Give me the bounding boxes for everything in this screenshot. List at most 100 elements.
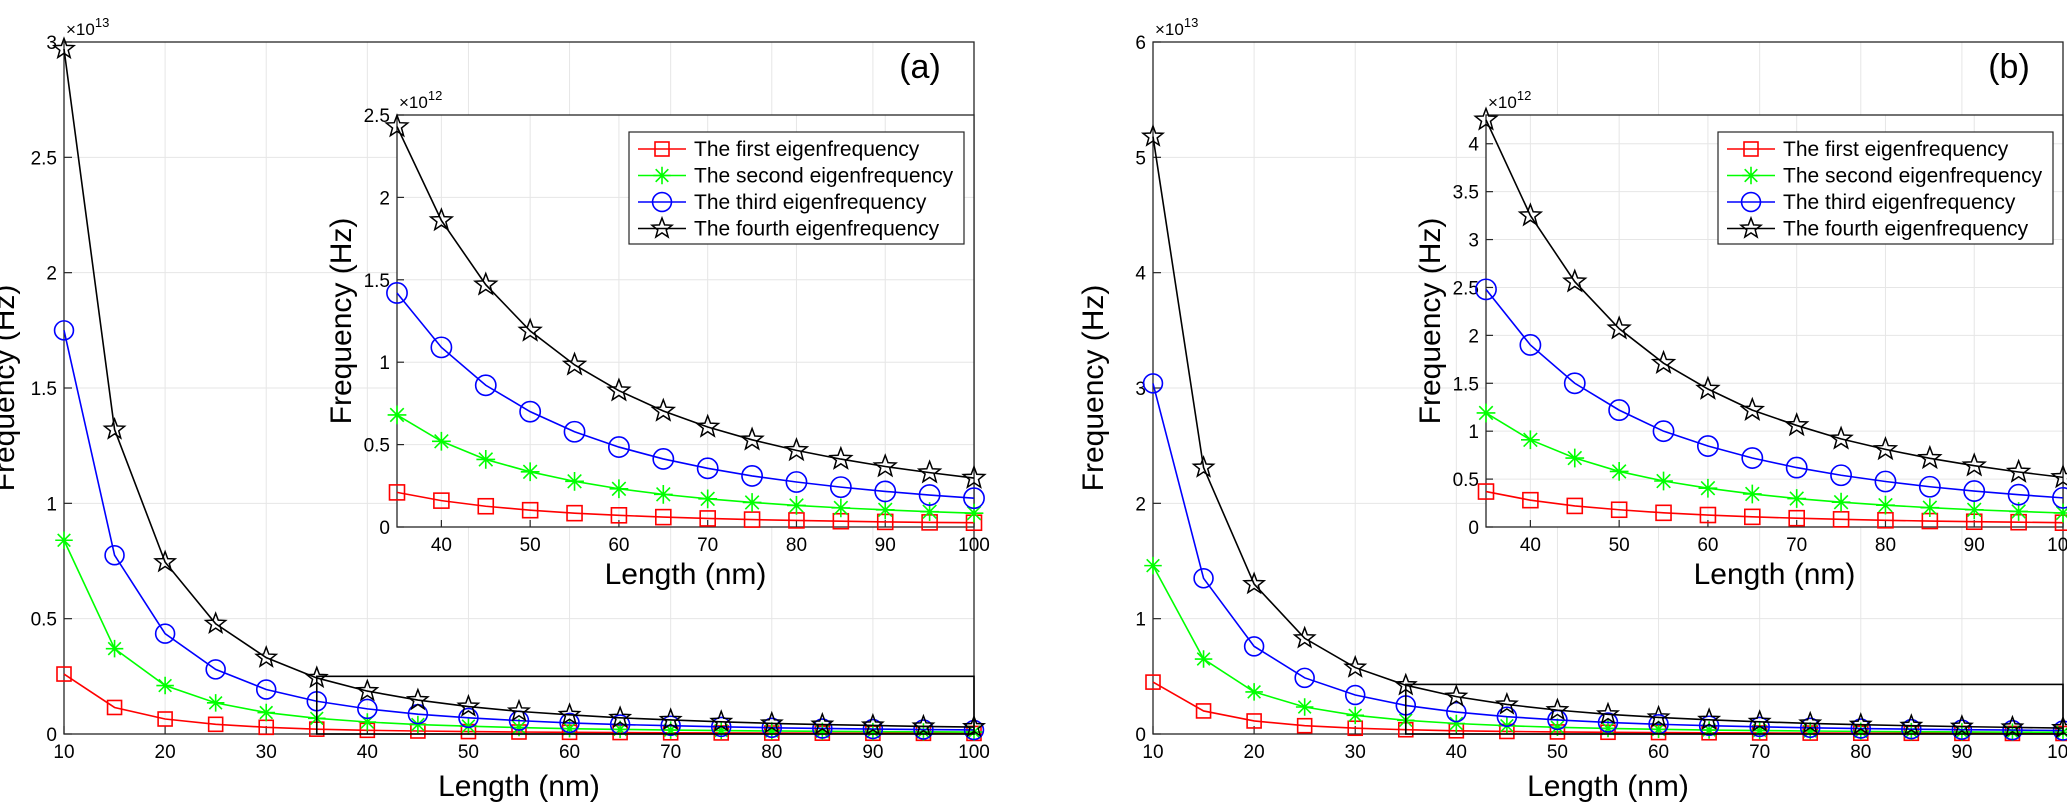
legend-label: The second eigenfrequency [694,165,954,188]
y-tick-label: 1 [1135,610,1146,631]
inset-data-point [606,377,632,402]
legend-box [628,131,965,245]
data-point [206,694,225,712]
inset-y-tick-label: 1 [1468,422,1479,443]
y-axis-label: Frequency (Hz) [0,285,21,492]
inset-x-tick-label: 60 [1697,535,1718,556]
inset-data-point [739,426,765,451]
inset-data-point [1475,278,1497,301]
inset-data-point [1963,480,1986,502]
legend-label: The first eigenfrequency [1783,138,2009,161]
inset-axes-frame [396,114,975,528]
data-point [1902,722,1921,741]
data-point [763,722,781,740]
data-point [104,544,125,566]
data-point [1949,713,1974,737]
data-point [813,722,832,741]
inset-data-point [828,445,854,470]
data-point [1496,706,1518,727]
series-line-3 [1152,383,2064,732]
data-point [709,709,734,733]
inset-data-point [1872,435,1899,461]
data-point [608,705,633,729]
series-3 [53,320,985,741]
x-tick-label: 20 [1244,742,1265,763]
inset-data-point [741,464,764,487]
inset-y-tick-label: 0 [379,518,390,539]
inset-data-point [655,508,672,526]
series-4 [51,36,987,738]
inset-data-point [2053,503,2067,523]
inset-series-1 [1477,483,2067,531]
data-point [1245,683,1263,701]
data-point [105,639,124,658]
data-point [358,713,377,731]
data-point [712,721,730,740]
inset-axes-frame [1485,114,2064,528]
inset-data-point [1654,471,1673,491]
data-point [1346,706,1364,725]
data-point [1646,704,1671,728]
inset-data-point [743,511,761,528]
inset-data-point [2007,483,2030,506]
inset-data-point [1473,106,1499,131]
inset-data-point [1652,420,1675,443]
data-point [1850,718,1872,739]
y-tick-label: 0 [46,725,57,746]
data-point [810,711,835,735]
y-tick-label: 3 [1135,379,1146,400]
data-point [1798,710,1823,734]
x-axis-label: Length (nm) [438,770,600,803]
data-point [205,659,226,680]
legend-label: The first eigenfrequency [694,138,920,161]
inset-data-point [2050,463,2067,489]
data-point [458,707,479,729]
inset-data-point [388,484,406,501]
data-point [1494,691,1519,715]
inset-data-point [1566,497,1584,515]
inset-series-2 [387,405,984,523]
inset-data-point [387,405,407,425]
data-point [1193,568,1214,589]
legend-box [1717,131,2054,245]
inset-y-tick-label: 3.5 [1453,183,1479,204]
inset-data-point [607,436,630,458]
data-point [55,531,73,549]
data-point [1344,684,1366,706]
data-point [53,320,75,341]
inset-x-tick-label: 80 [1875,535,1896,556]
y-exponent-power: 13 [95,15,109,30]
x-tick-label: 90 [1951,742,1972,763]
inset-data-point [428,207,455,232]
inset-y-tick-label: 3 [1468,231,1479,252]
data-point [1749,716,1770,738]
data-point [257,703,275,722]
data-point [459,717,478,735]
data-point [759,710,784,734]
data-point [1447,714,1466,733]
legend-entry: The second eigenfrequency [1727,165,2043,188]
data-point [1597,712,1619,733]
data-point [2000,714,2025,738]
x-tick-label: 10 [1142,742,1163,763]
inset-data-point [1961,452,1987,477]
data-point [1243,636,1265,657]
inset-data-point [563,420,586,443]
panel-1: 10 20 30 40 50 60 70 80 90 10000.511.522.53×1013L… [0,15,990,803]
inset-data-point [961,464,987,489]
data-point [661,721,680,739]
panel-label: (b) [1988,48,2030,86]
inset-y-tick-label: 2.5 [1453,278,1479,299]
data-point [864,722,882,741]
data-point [660,715,681,736]
inset-data-point [653,484,673,504]
inset-data-point [1517,202,1544,227]
data-point [560,719,579,738]
data-point [611,720,629,739]
x-tick-label: 70 [660,742,681,763]
data-point [1145,674,1161,690]
inset-data-point [610,506,628,524]
data-point [1194,650,1213,668]
data-point [1649,720,1668,739]
